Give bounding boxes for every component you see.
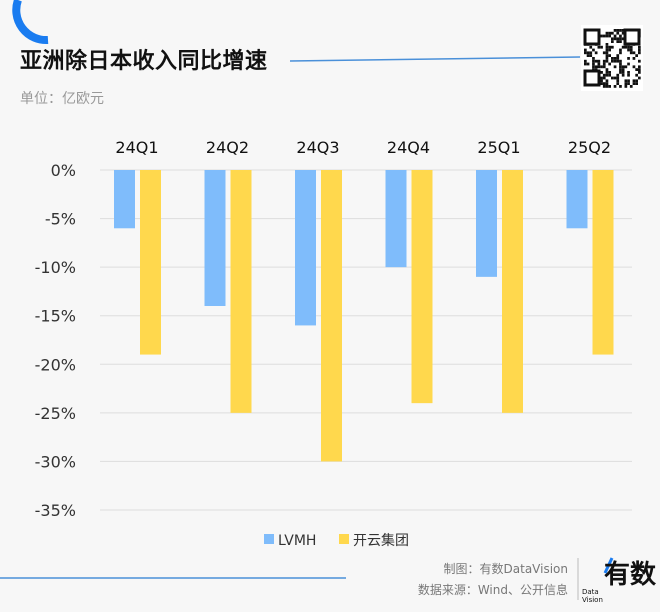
y-tick-label: -15% xyxy=(35,307,76,326)
bar-lvmh xyxy=(114,170,135,229)
logo-subtext: Data Vision xyxy=(582,588,603,604)
legend-swatch xyxy=(339,534,349,544)
bar-kering xyxy=(502,170,523,413)
bar-kering xyxy=(411,170,433,404)
credit-made-by: 制图：有数DataVision xyxy=(443,562,568,576)
bar-lvmh xyxy=(385,170,407,268)
y-tick-label: -5% xyxy=(45,210,76,229)
y-tick-label: -10% xyxy=(35,258,76,277)
unit-label: 单位：亿欧元 xyxy=(20,91,104,107)
legend-label: 开云集团 xyxy=(353,532,409,549)
y-tick-label: -20% xyxy=(35,355,76,374)
y-tick-label: -30% xyxy=(35,452,76,471)
bar-lvmh xyxy=(566,170,588,229)
logo: 有数 xyxy=(604,560,657,590)
logo-stroke xyxy=(603,557,614,574)
qr-code xyxy=(581,25,643,91)
bar-kering xyxy=(140,170,161,355)
bar-lvmh xyxy=(295,170,316,326)
category-label: 24Q1 xyxy=(115,138,158,157)
chart-title: 亚洲除日本收入同比增速 xyxy=(20,49,268,74)
legend-label: LVMH xyxy=(278,533,316,549)
category-label: 25Q1 xyxy=(477,138,520,157)
bar-lvmh xyxy=(476,170,497,277)
bar-lvmh xyxy=(204,170,226,306)
corner-arc-decoration xyxy=(12,0,49,45)
category-label: 24Q2 xyxy=(206,138,249,157)
title-rule xyxy=(289,56,581,62)
y-tick-label: 0% xyxy=(51,161,76,180)
y-tick-label: -35% xyxy=(35,501,76,520)
bar-kering xyxy=(230,170,252,413)
bar-kering xyxy=(321,170,342,462)
legend-swatch xyxy=(264,534,274,544)
category-label: 24Q3 xyxy=(296,138,339,157)
category-label: 25Q2 xyxy=(568,138,611,157)
y-tick-label: -25% xyxy=(35,404,76,423)
credit-source: 数据来源：Wind、公开信息 xyxy=(417,583,568,597)
bar-kering xyxy=(592,170,614,355)
category-label: 24Q4 xyxy=(387,138,430,157)
